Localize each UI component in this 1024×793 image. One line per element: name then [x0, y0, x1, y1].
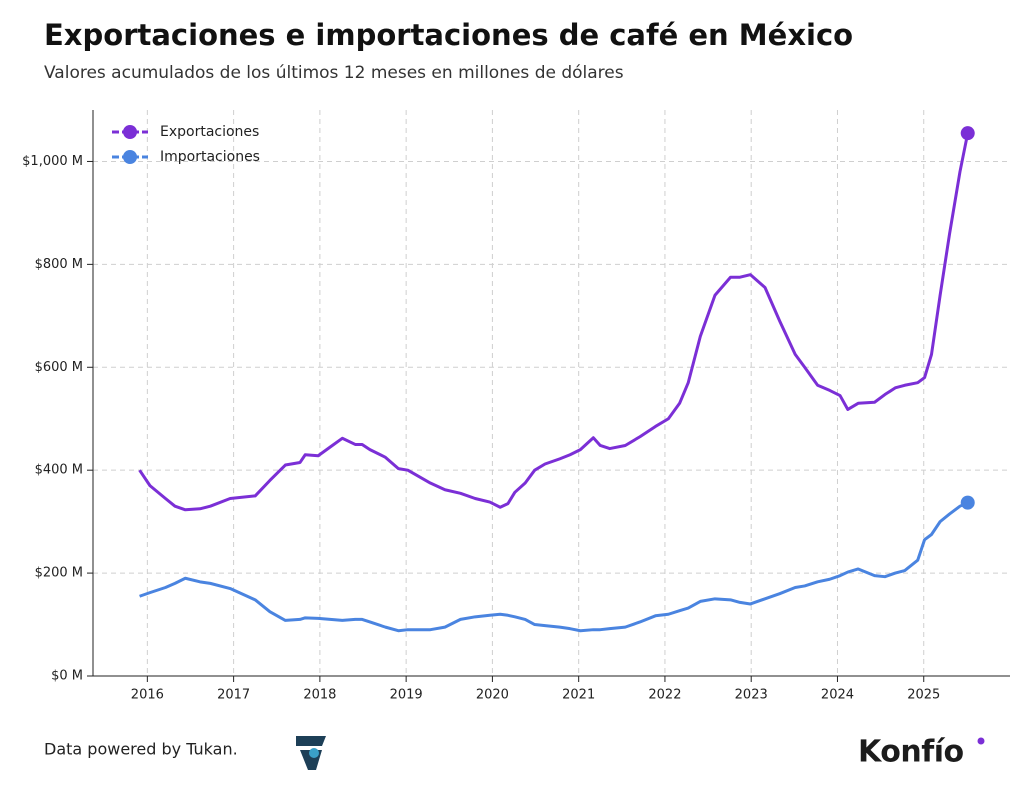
chart-subtitle: Valores acumulados de los últimos 12 mes… — [44, 63, 624, 83]
legend-label: Exportaciones — [160, 124, 259, 140]
legend-marker — [123, 125, 137, 139]
y-tick-label: $800 M — [35, 257, 83, 272]
x-tick-label: 2021 — [562, 688, 595, 703]
data-line — [138, 132, 970, 512]
x-tick-label: 2022 — [648, 688, 681, 703]
chart-title: Exportaciones e importaciones de café en… — [44, 18, 853, 52]
tukan-logo — [296, 736, 326, 770]
legend-marker — [123, 150, 137, 164]
x-tick-label: 2023 — [735, 688, 768, 703]
end-point — [960, 126, 975, 141]
y-tick-label: $200 M — [35, 566, 83, 581]
y-tick-label: $400 M — [35, 463, 83, 478]
x-tick-label: 2024 — [821, 688, 854, 703]
brand-logo: Konfío — [858, 735, 964, 770]
y-tick-label: $0 M — [51, 669, 83, 684]
x-tick-label: 2018 — [303, 688, 336, 703]
x-tick-label: 2017 — [217, 688, 250, 703]
brand-dot — [977, 737, 985, 745]
footer-credit: Data powered by Tukan. — [44, 740, 238, 759]
x-tick-label: 2025 — [907, 688, 940, 703]
x-tick-label: 2020 — [476, 688, 509, 703]
y-tick-label: $600 M — [35, 360, 83, 375]
x-tick-label: 2016 — [131, 688, 164, 703]
legend-label: Importaciones — [160, 149, 260, 165]
end-point — [960, 495, 975, 510]
y-tick-label: $1,000 M — [22, 154, 83, 169]
data-line — [139, 501, 969, 633]
x-tick-label: 2019 — [390, 688, 423, 703]
